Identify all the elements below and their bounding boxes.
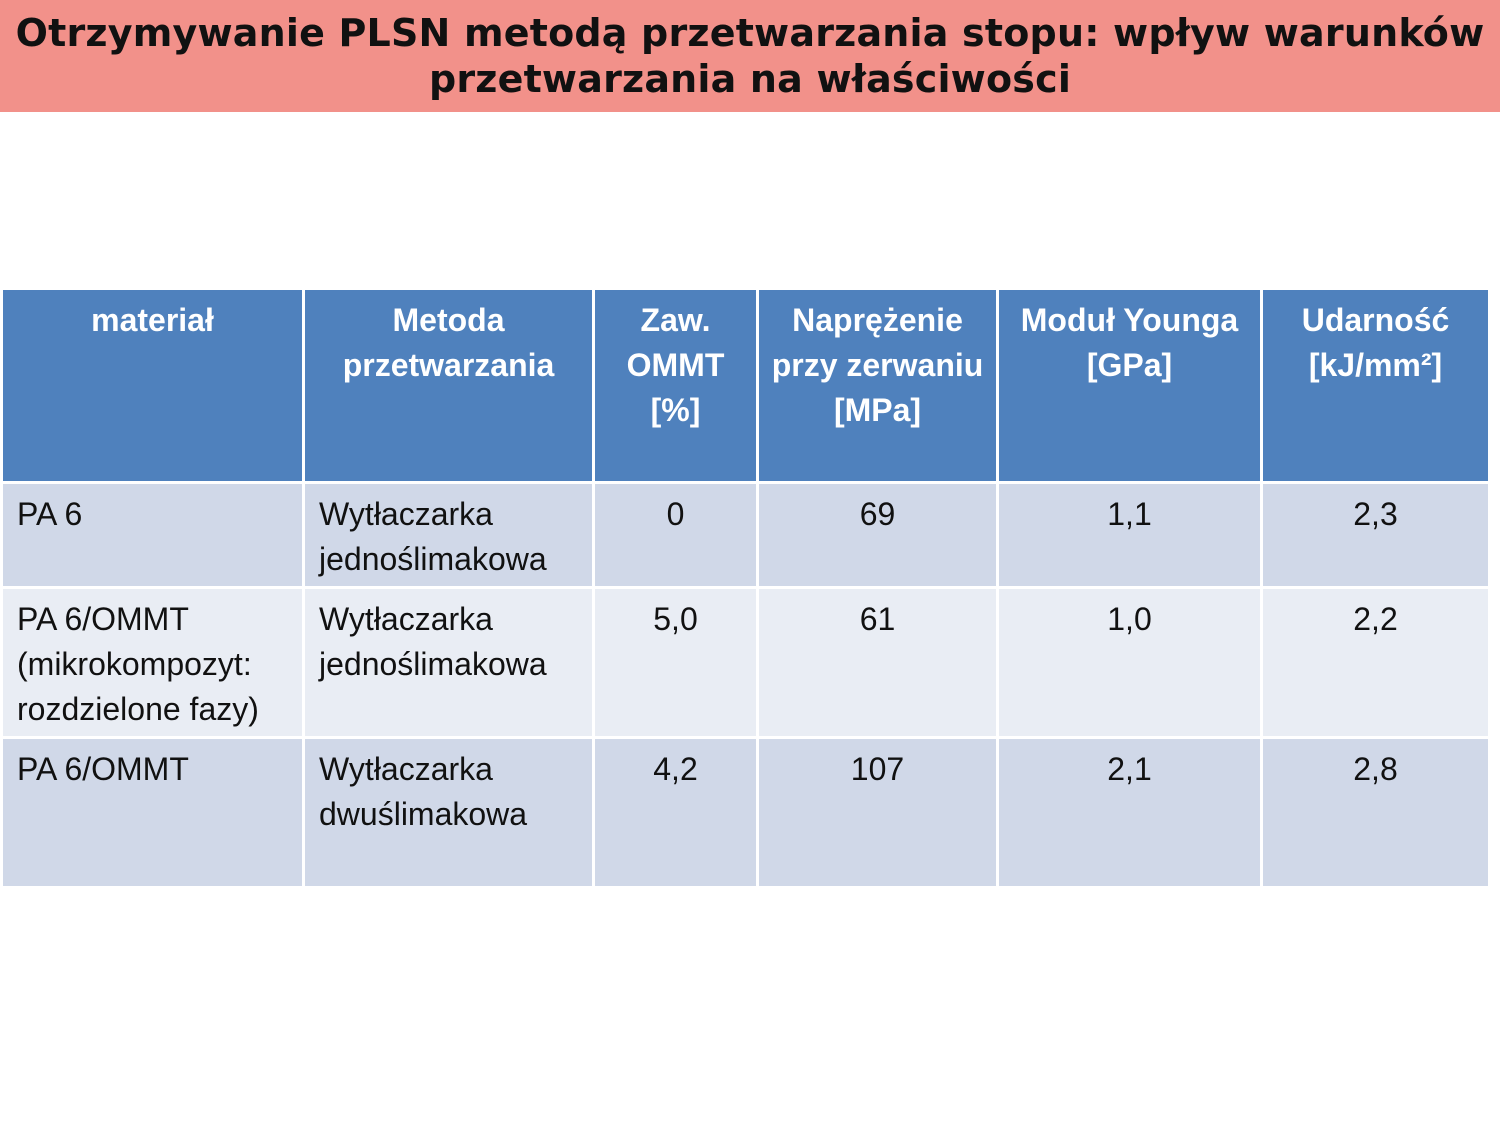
cell-impact: 2,2 bbox=[1260, 586, 1491, 739]
header-tensile-stress: Naprężenie przy zerwaniu [MPa] bbox=[756, 287, 999, 484]
cell-modulus: 2,1 bbox=[996, 736, 1263, 889]
header-material: materiał bbox=[0, 287, 305, 484]
cell-stress: 69 bbox=[756, 481, 999, 589]
table-row: PA 6/OMMT Wytłaczarka dwuślimakowa 4,2 1… bbox=[0, 736, 1491, 889]
table-header-row: materiał Metoda przetwarzania Zaw. OMMT … bbox=[0, 287, 1491, 484]
header-impact-strength: Udarność [kJ/mm²] bbox=[1260, 287, 1491, 484]
header-young-modulus: Moduł Younga [GPa] bbox=[996, 287, 1263, 484]
slide-title: Otrzymywanie PLSN metodą przetwarzania s… bbox=[15, 11, 1485, 101]
cell-material: PA 6 bbox=[0, 481, 305, 589]
title-bar: Otrzymywanie PLSN metodą przetwarzania s… bbox=[0, 0, 1500, 112]
header-method: Metoda przetwarzania bbox=[302, 287, 595, 484]
cell-ommt: 5,0 bbox=[592, 586, 759, 739]
cell-stress: 107 bbox=[756, 736, 999, 889]
header-ommt-content: Zaw. OMMT [%] bbox=[592, 287, 759, 484]
table-row: PA 6/OMMT (mikrokompozyt: rozdzielone fa… bbox=[0, 586, 1491, 739]
cell-impact: 2,8 bbox=[1260, 736, 1491, 889]
cell-method: Wytłaczarka jednoślimakowa bbox=[302, 481, 595, 589]
table-row: PA 6 Wytłaczarka jednoślimakowa 0 69 1,1… bbox=[0, 481, 1491, 589]
cell-material: PA 6/OMMT (mikrokompozyt: rozdzielone fa… bbox=[0, 586, 305, 739]
cell-impact: 2,3 bbox=[1260, 481, 1491, 589]
cell-modulus: 1,1 bbox=[996, 481, 1263, 589]
properties-table: materiał Metoda przetwarzania Zaw. OMMT … bbox=[0, 287, 1491, 889]
cell-ommt: 0 bbox=[592, 481, 759, 589]
cell-material: PA 6/OMMT bbox=[0, 736, 305, 889]
cell-method: Wytłaczarka jednoślimakowa bbox=[302, 586, 595, 739]
cell-modulus: 1,0 bbox=[996, 586, 1263, 739]
cell-stress: 61 bbox=[756, 586, 999, 739]
cell-method: Wytłaczarka dwuślimakowa bbox=[302, 736, 595, 889]
cell-ommt: 4,2 bbox=[592, 736, 759, 889]
